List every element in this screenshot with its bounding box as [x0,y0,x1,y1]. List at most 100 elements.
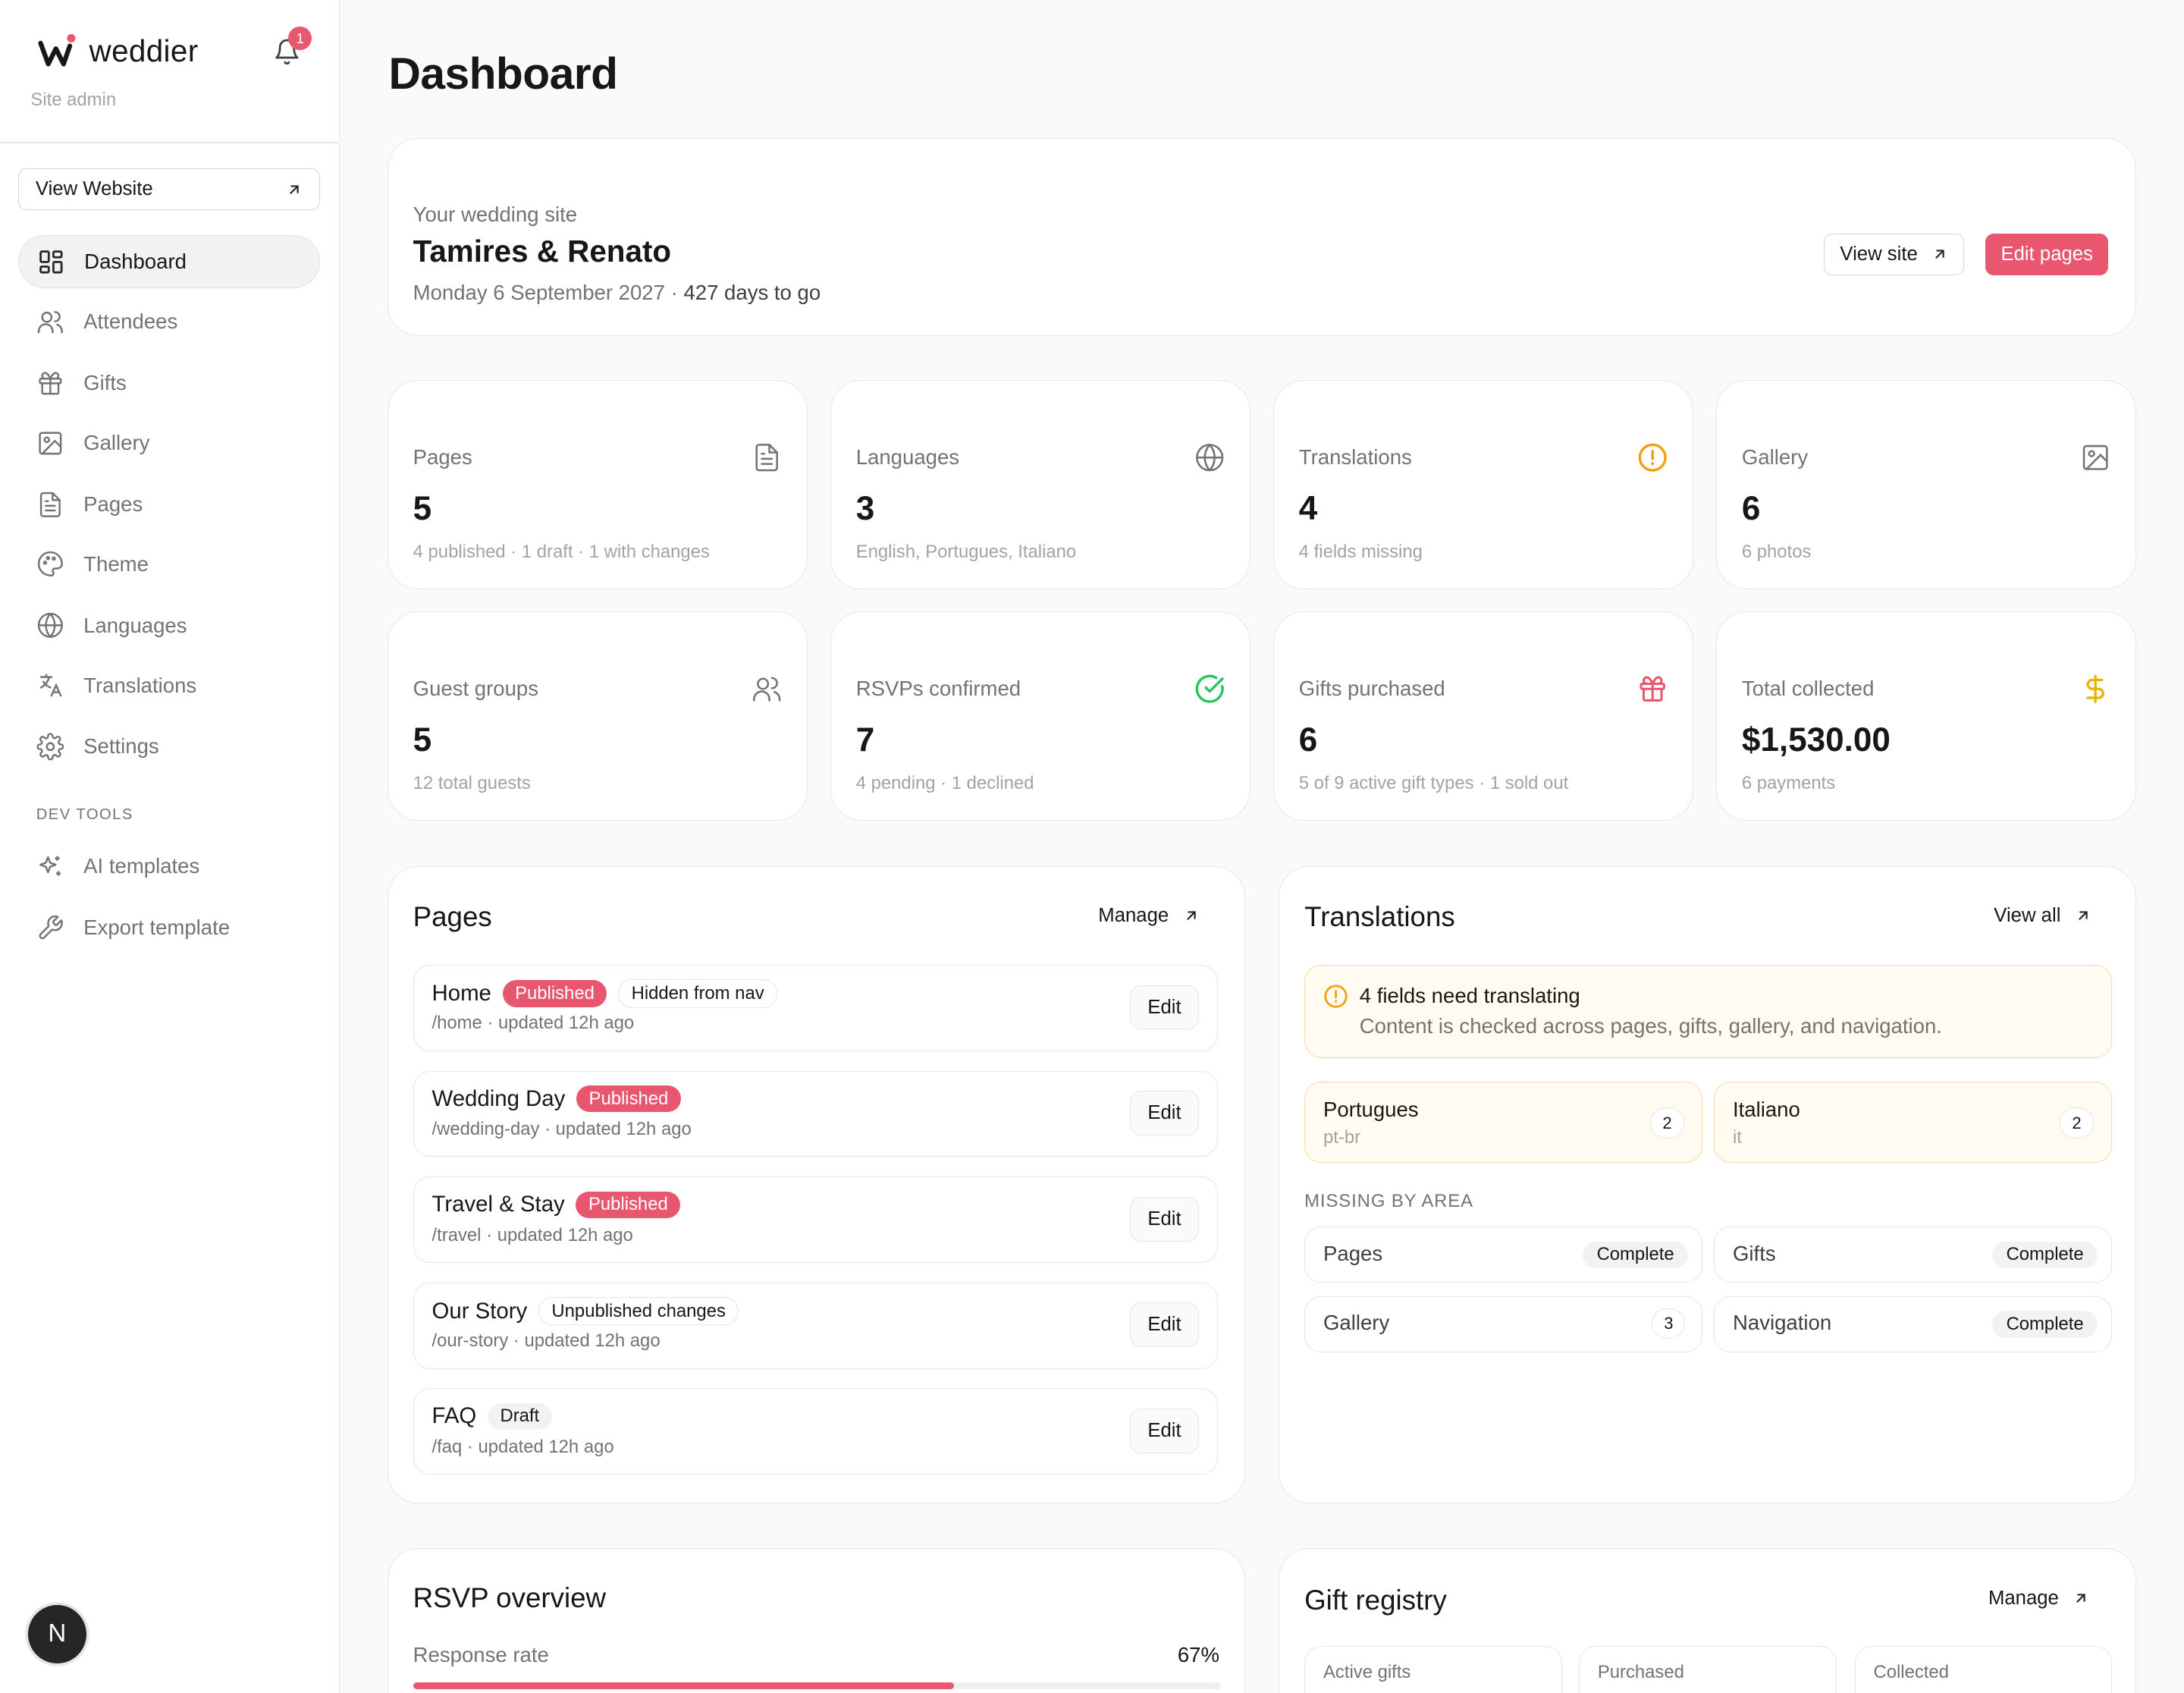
status-badge: Complete [1583,1241,1689,1268]
language-card-italiano[interactable]: Italiano it 2 [1714,1082,2113,1163]
edit-pages-button[interactable]: Edit pages [1985,233,2109,275]
stat-sub: 4 pending · 1 declined [855,772,1034,793]
stat-sub: 4 fields missing [1298,541,1423,562]
sidebar-item-label: Gifts [83,371,127,395]
page-title-text: Wedding Day [431,1085,566,1111]
gift-stat-label: Purchased [1597,1662,1684,1683]
sidebar-item-label: Pages [83,492,143,516]
stat-value: 5 [413,489,432,527]
notification-count-badge: 1 [288,26,312,51]
language-name: Portugues [1323,1098,1419,1122]
dev-tools-heading: DEV TOOLS [36,806,133,824]
view-site-button[interactable]: View site [1824,233,1965,275]
globe-icon [37,613,63,639]
manage-label: Manage [1988,1587,2059,1609]
page-title-text: Travel & Stay [431,1192,565,1217]
sidebar-item-translations[interactable]: Translations [18,659,321,712]
dashboard-icon [39,250,63,274]
view-all-translations-link[interactable]: View all [1994,905,2091,927]
warning-subtitle: Content is checked across pages, gifts, … [1359,1014,1942,1038]
site-date: Monday 6 September 2027 · 427 days to go [413,281,821,305]
sidebar-item-label: Attendees [83,309,178,334]
stat-label: Guest groups [413,676,539,700]
stat-sub: 12 total guests [413,772,531,793]
page-path: /travel · updated 12h ago [431,1224,633,1245]
list-item: Travel & Stay Published /travel · update… [413,1176,1219,1264]
arrow-up-right-icon [290,185,300,194]
area-name: Pages [1323,1241,1383,1265]
response-rate-label: Response rate [413,1643,549,1667]
weddier-logo-icon [38,33,76,67]
sidebar-item-settings[interactable]: Settings [18,721,321,774]
edit-page-button[interactable]: Edit [1129,1302,1200,1348]
users-icon [37,311,63,334]
arrow-up-right-icon [1186,911,1196,921]
sparkles-icon [39,856,61,876]
sidebar-item-attendees[interactable]: Attendees [18,295,321,348]
arrow-up-right-icon [1935,250,1944,259]
sidebar-item-label: AI templates [83,854,200,878]
status-badge: Published [502,980,607,1007]
stat-card-total-collected[interactable]: Total collected $1,530.00 6 payments [1715,611,2137,821]
manage-pages-link[interactable]: Manage [1098,905,1199,927]
sidebar-item-theme[interactable]: Theme [18,538,321,591]
stat-value: 3 [855,489,875,527]
edit-page-button[interactable]: Edit [1129,1196,1200,1242]
list-item: Home Published Hidden from nav /home · u… [413,964,1219,1051]
sidebar-item-label: Export template [83,916,231,940]
notifications-button[interactable] [273,38,301,66]
pages-panel: Pages Manage Home Published Hidden from … [387,866,1245,1503]
check-circle-icon [1195,674,1224,703]
stat-card-guest-groups[interactable]: Guest groups 5 12 total guests [387,611,808,821]
language-card-portugues[interactable]: Portugues pt-br 2 [1304,1082,1703,1163]
edit-page-button[interactable]: Edit [1129,985,1200,1030]
edit-page-button[interactable]: Edit [1129,1409,1200,1453]
page-title-text: Our Story [431,1298,528,1324]
stat-label: Gallery [1741,444,1809,469]
dollar-icon [2086,674,2104,703]
view-site-label: View site [1840,243,1918,265]
wrench-icon [39,915,63,940]
sidebar-item-pages[interactable]: Pages [18,478,321,531]
stat-label: Total collected [1741,676,1875,700]
stat-card-languages[interactable]: Languages 3 English, Portugues, Italiano [830,380,1251,589]
page-title-text: FAQ [431,1403,477,1429]
sidebar-item-label: Translations [83,673,197,697]
globe-icon [1195,444,1224,472]
image-icon [39,432,62,455]
language-code: pt-br [1323,1127,1361,1148]
sidebar-item-languages[interactable]: Languages [18,599,321,652]
edit-page-button[interactable]: Edit [1129,1091,1200,1136]
stat-card-gifts[interactable]: Gifts purchased 6 5 of 9 active gift typ… [1272,611,1694,821]
stat-card-gallery[interactable]: Gallery 6 6 photos [1715,380,2137,589]
stat-value: 5 [413,721,432,759]
alert-circle-icon [1324,985,1348,1008]
rsvp-title: RSVP overview [413,1581,607,1613]
sidebar-item-dashboard[interactable]: Dashboard [17,235,321,289]
avatar[interactable]: N [27,1604,86,1664]
list-item: FAQ Draft /faq · updated 12h ago Edit [413,1388,1219,1475]
sidebar-item-gifts[interactable]: Gifts [18,357,321,410]
sidebar-item-export-template[interactable]: Export template [18,901,321,954]
status-badge: Unpublished changes [538,1297,739,1326]
stat-card-translations[interactable]: Translations 4 4 fields missing [1272,380,1694,589]
sidebar-item-gallery[interactable]: Gallery [18,416,321,470]
file-icon [755,444,778,472]
missing-count: 3 [1652,1308,1686,1340]
warning-title: 4 fields need translating [1359,983,1580,1007]
page-title: Dashboard [388,49,618,99]
view-all-label: View all [1994,905,2061,926]
stat-card-pages[interactable]: Pages 5 4 published · 1 draft · 1 with c… [387,380,808,589]
sidebar-item-ai-templates[interactable]: AI templates [18,840,321,894]
gift-icon [39,372,62,395]
stat-value: 6 [1298,721,1318,759]
stat-card-rsvps[interactable]: RSVPs confirmed 7 4 pending · 1 declined [830,611,1251,821]
sidebar-item-label: Theme [83,551,149,576]
brand-subtitle: Site admin [30,89,117,110]
status-badge: Complete [1992,1311,2098,1338]
stat-value: 6 [1741,489,1761,527]
manage-gifts-link[interactable]: Manage [1988,1588,2089,1610]
brand[interactable]: weddier [36,33,199,70]
gift-stat-purchased: Purchased [1578,1646,1837,1693]
view-website-button[interactable]: View Website [17,168,321,211]
